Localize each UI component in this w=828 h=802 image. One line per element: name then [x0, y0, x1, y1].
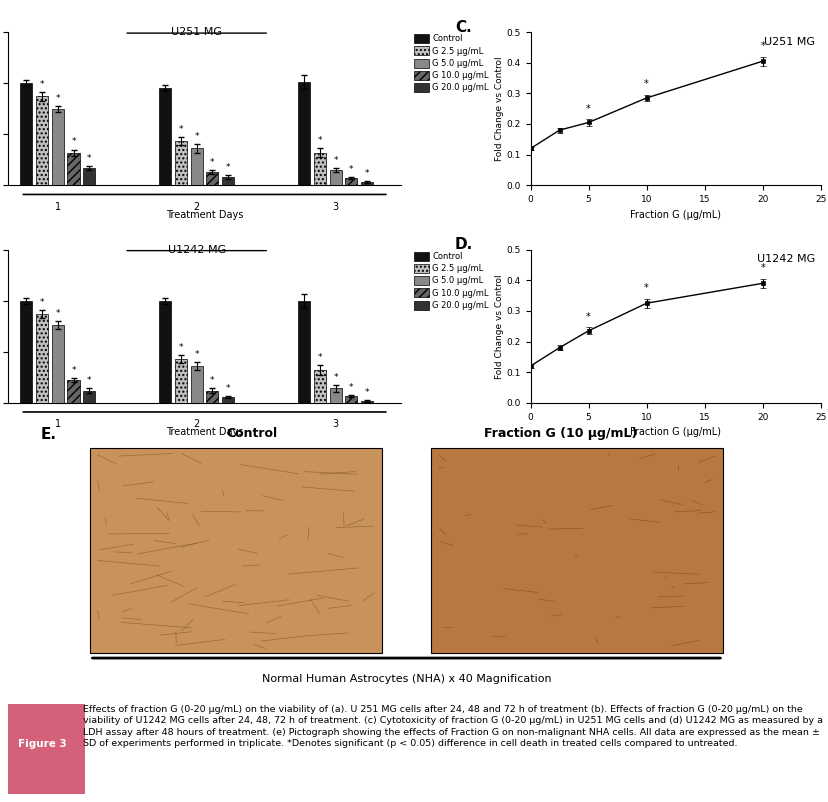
Bar	[345, 178, 357, 185]
Legend: Control, G 2.5 μg/mL, G 5.0 μg/mL, G 10.0 μg/mL, G 20.0 μg/mL: Control, G 2.5 μg/mL, G 5.0 μg/mL, G 10.…	[412, 251, 489, 310]
Text: *: *	[585, 312, 590, 322]
Text: *: *	[210, 376, 214, 386]
Bar	[67, 152, 79, 185]
Bar	[83, 168, 95, 185]
Bar	[298, 82, 310, 185]
Bar	[51, 325, 64, 403]
Bar	[206, 172, 219, 185]
Text: Treatment Days: Treatment Days	[166, 427, 243, 437]
Bar	[190, 366, 203, 403]
Text: *: *	[585, 104, 590, 114]
Text: U1242 MG: U1242 MG	[756, 254, 814, 264]
Text: *: *	[643, 79, 648, 89]
Text: Control: Control	[226, 427, 277, 440]
Text: *: *	[179, 342, 183, 352]
Bar	[21, 301, 32, 403]
FancyBboxPatch shape	[0, 703, 85, 795]
Text: *: *	[759, 41, 764, 51]
Bar	[360, 401, 373, 403]
FancyBboxPatch shape	[431, 448, 722, 653]
Text: *: *	[364, 169, 368, 178]
Text: *: *	[317, 353, 322, 362]
Text: Normal Human Astrocytes (NHA) x 40 Magnification: Normal Human Astrocytes (NHA) x 40 Magni…	[262, 674, 551, 684]
Bar	[159, 88, 171, 185]
Bar	[314, 370, 325, 403]
Y-axis label: Fold Change vs Control: Fold Change vs Control	[494, 273, 503, 379]
Text: C.: C.	[455, 20, 471, 34]
Bar	[67, 380, 79, 403]
Bar	[175, 141, 187, 185]
Bar	[36, 96, 48, 185]
Text: *: *	[195, 350, 199, 358]
Bar	[330, 388, 341, 403]
Bar	[314, 152, 325, 185]
Bar	[21, 83, 32, 185]
Text: Fraction G (10 μg/mL): Fraction G (10 μg/mL)	[484, 427, 637, 440]
Text: E.: E.	[41, 427, 57, 443]
Bar	[345, 395, 357, 403]
Bar	[175, 358, 187, 403]
Text: *: *	[87, 154, 91, 163]
Bar	[330, 170, 341, 185]
Text: *: *	[643, 283, 648, 293]
Bar	[360, 182, 373, 185]
Y-axis label: Fold Change vs Control: Fold Change vs Control	[494, 56, 503, 161]
Bar	[222, 397, 233, 403]
Text: *: *	[71, 367, 75, 375]
Bar	[51, 109, 64, 185]
Text: *: *	[87, 376, 91, 386]
X-axis label: Fraction G (μg/mL): Fraction G (μg/mL)	[629, 209, 720, 220]
Text: *: *	[71, 137, 75, 147]
Text: Treatment Days: Treatment Days	[166, 210, 243, 220]
Bar	[222, 177, 233, 185]
X-axis label: Fraction G (μg/mL): Fraction G (μg/mL)	[629, 427, 720, 437]
Bar	[36, 314, 48, 403]
Bar	[298, 301, 310, 403]
Text: D.: D.	[455, 237, 473, 253]
Text: *: *	[349, 383, 354, 391]
FancyBboxPatch shape	[89, 448, 382, 653]
Text: U251 MG: U251 MG	[171, 27, 222, 37]
Text: Figure 3: Figure 3	[18, 739, 67, 749]
Legend: Control, G 2.5 μg/mL, G 5.0 μg/mL, G 10.0 μg/mL, G 20.0 μg/mL: Control, G 2.5 μg/mL, G 5.0 μg/mL, G 10.…	[412, 33, 489, 93]
Text: U1242 MG: U1242 MG	[167, 245, 225, 255]
Text: *: *	[195, 132, 199, 141]
Text: *: *	[317, 136, 322, 145]
Text: *: *	[364, 387, 368, 397]
Text: *: *	[179, 125, 183, 134]
Text: *: *	[349, 165, 354, 174]
Text: *: *	[55, 94, 60, 103]
Bar	[159, 301, 171, 403]
Text: *: *	[225, 163, 230, 172]
Text: U251 MG: U251 MG	[763, 37, 814, 47]
Text: *: *	[40, 80, 45, 89]
Text: *: *	[210, 158, 214, 167]
Bar	[83, 391, 95, 403]
Text: *: *	[333, 374, 338, 383]
Bar	[206, 391, 219, 403]
Text: *: *	[225, 383, 230, 392]
Text: *: *	[759, 263, 764, 273]
Text: Effects of fraction G (0-20 μg/mL) on the viability of (a). U 251 MG cells after: Effects of fraction G (0-20 μg/mL) on th…	[83, 706, 822, 747]
Bar	[190, 148, 203, 185]
Text: *: *	[55, 309, 60, 318]
Text: *: *	[333, 156, 338, 165]
Text: *: *	[40, 298, 45, 307]
